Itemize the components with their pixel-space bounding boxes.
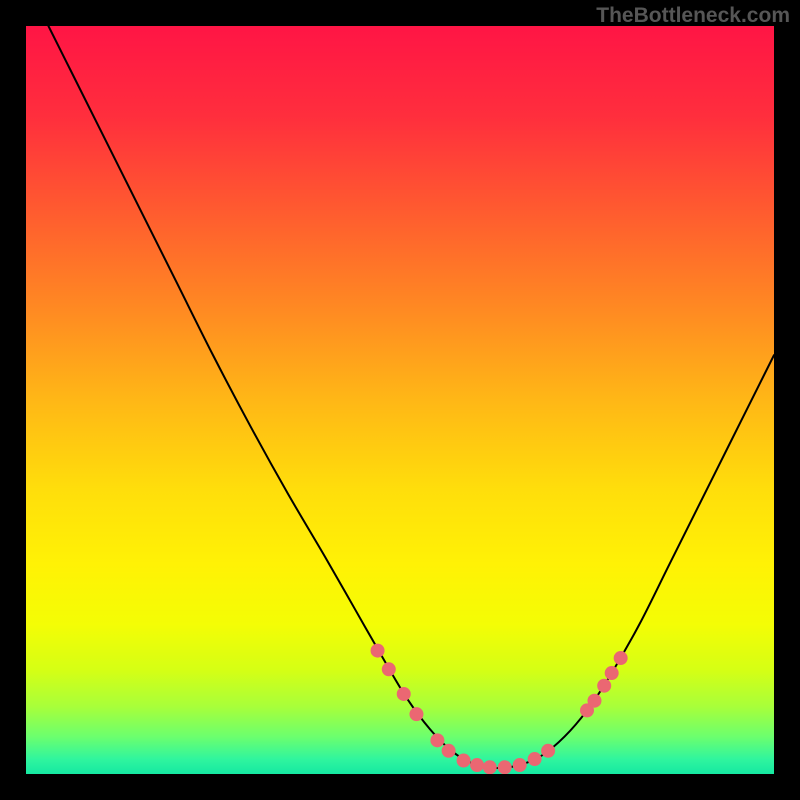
data-marker — [542, 744, 555, 757]
data-marker — [598, 679, 611, 692]
data-marker — [442, 744, 455, 757]
data-marker — [431, 734, 444, 747]
chart-background — [26, 26, 774, 774]
data-marker — [471, 759, 484, 772]
chart-frame: TheBottleneck.com — [0, 0, 800, 800]
data-marker — [528, 753, 541, 766]
plot-area — [26, 26, 774, 774]
data-marker — [605, 667, 618, 680]
watermark-text: TheBottleneck.com — [596, 4, 790, 28]
data-marker — [483, 761, 496, 774]
data-marker — [614, 652, 627, 665]
data-marker — [371, 644, 384, 657]
data-marker — [397, 687, 410, 700]
data-marker — [382, 663, 395, 676]
chart-svg — [26, 26, 774, 774]
data-marker — [513, 759, 526, 772]
data-marker — [457, 754, 470, 767]
data-marker — [498, 761, 511, 774]
data-marker — [410, 708, 423, 721]
data-marker — [588, 694, 601, 707]
